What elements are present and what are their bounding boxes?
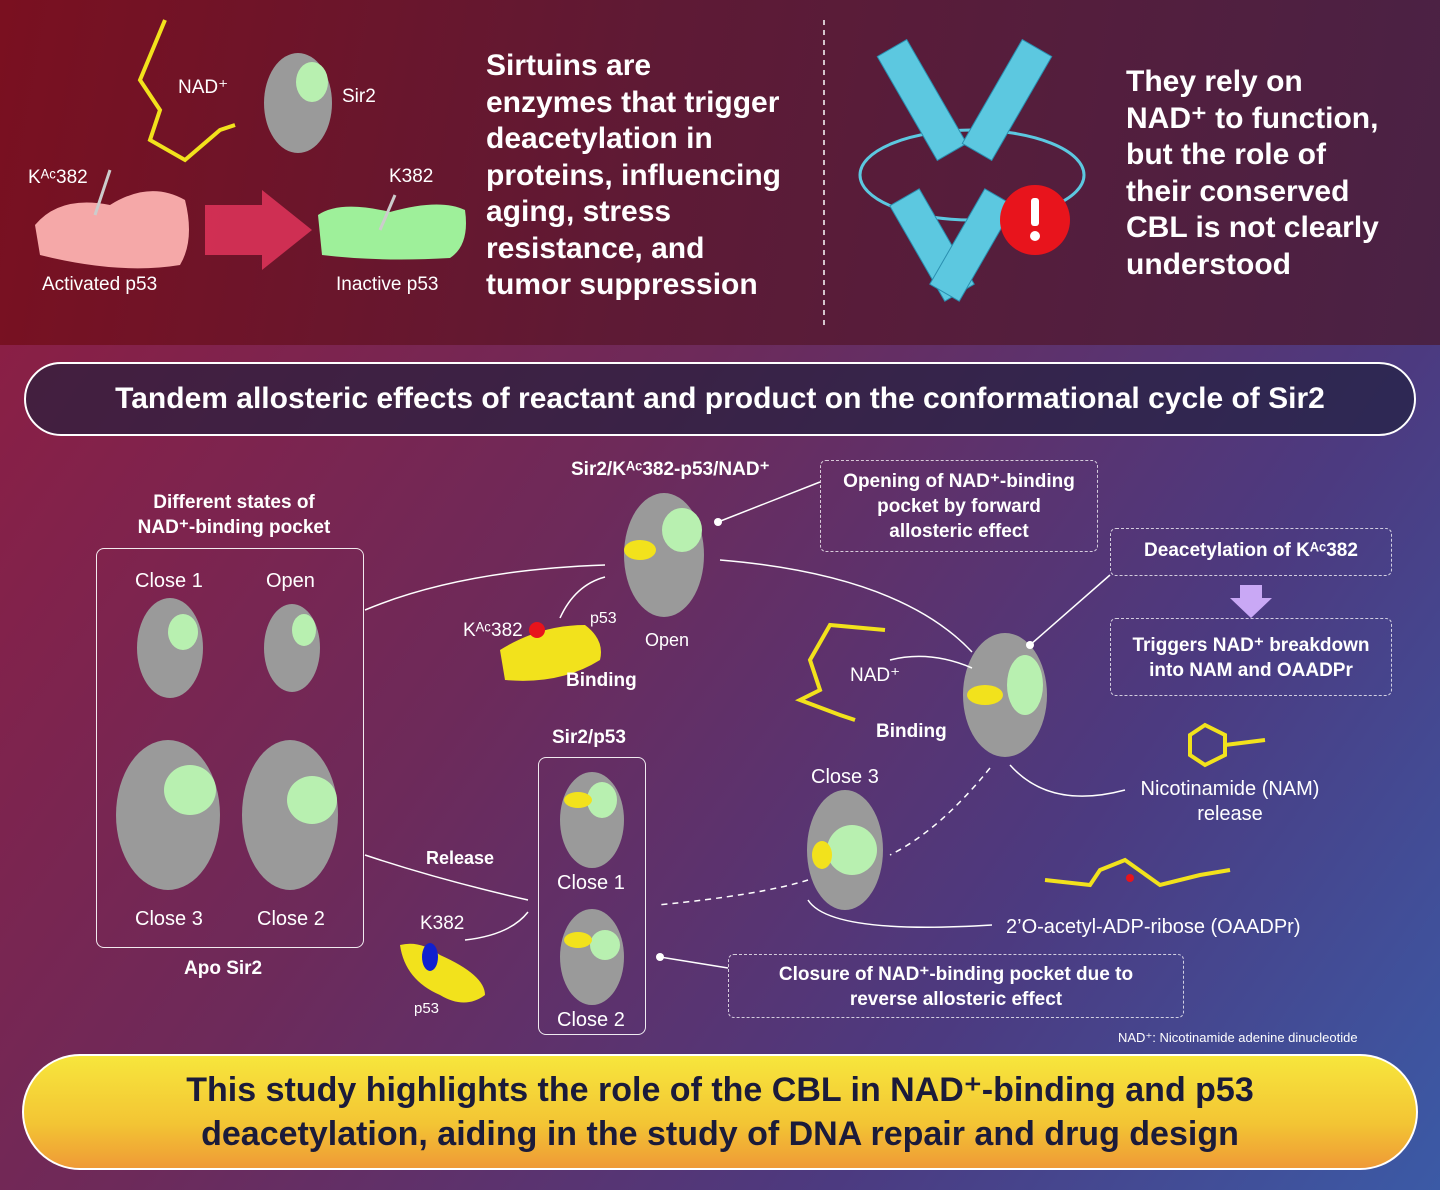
nad-label: NAD⁺ — [178, 77, 229, 98]
close3-protein — [807, 790, 883, 910]
p53-binding-label: Binding — [566, 670, 637, 691]
nam-molecule — [1188, 722, 1266, 768]
sir2-p53-close1-label: Close 1 — [557, 872, 625, 894]
apo-open-label: Open — [266, 570, 315, 592]
kac382-p53-ligand — [500, 622, 601, 681]
nam-release-label: Nicotinamide (NAM) release — [1140, 778, 1320, 825]
oaadpr-molecule — [1044, 857, 1231, 888]
sir2p53-close1-protein — [560, 772, 624, 868]
k382-label: K382 — [389, 166, 434, 187]
complex-title: Sir2/Kᴬᶜ382-p53/NAD⁺ — [571, 459, 770, 480]
complex-p53-label: p53 — [590, 610, 617, 627]
deacetylation-box — [1110, 528, 1392, 576]
closure-note-box — [728, 954, 1184, 1018]
nad-label-mid: NAD⁺ — [850, 665, 901, 686]
apo-caption: Apo Sir2 — [184, 958, 263, 979]
inactive-p53-icon — [318, 194, 466, 260]
closure-note: Closure of NAD⁺-binding pocket due to rev… — [778, 964, 1134, 1010]
apo-heading: Different states of NAD⁺-binding pocket — [137, 492, 331, 538]
opening-note-box — [820, 460, 1098, 552]
sir2-protein-icon — [264, 53, 332, 153]
apo-sir2-box — [96, 548, 364, 948]
inactive-p53-label: Inactive p53 — [336, 274, 439, 295]
flow-arrows — [364, 481, 1126, 969]
nad-dependence-text: They rely on NAD⁺ to function, but the rol… — [1126, 65, 1379, 281]
apo-close1-label: Close 1 — [135, 570, 203, 592]
activated-p53-icon — [35, 169, 189, 269]
apo-close1-protein — [137, 598, 203, 698]
down-arrow-icon — [1230, 585, 1272, 618]
mechanism-panel — [0, 345, 1440, 1190]
apo-close3-label: Close 3 — [135, 908, 203, 930]
deacetylation-label: Deacetylation of Kᴬᶜ382 — [1144, 540, 1358, 561]
apo-close2-protein — [242, 740, 338, 890]
complex-protein — [624, 493, 704, 617]
alert-icon — [1000, 185, 1070, 255]
nad-ligand — [795, 622, 886, 722]
triggers-note: Triggers NAD⁺ breakdown into NAM and OAAD… — [1132, 635, 1370, 681]
activated-p53-label: Activated p53 — [42, 274, 158, 295]
conclusion-banner: This study highlights the role of the CB… — [22, 1054, 1418, 1170]
sir2-p53-close2-label: Close 2 — [557, 1009, 625, 1031]
released-k382-label: K382 — [420, 913, 465, 934]
apo-close3-protein — [116, 740, 220, 890]
oaadpr-label: 2’O-acetyl-ADP-ribose (OAADPr) — [1006, 916, 1301, 938]
released-p53 — [400, 943, 485, 1003]
release-label: Release — [426, 848, 495, 868]
cbl-helix-icon — [858, 38, 1086, 302]
sir2-p53-title: Sir2/p53 — [552, 727, 626, 748]
ternary-protein — [963, 633, 1047, 757]
nad-molecule-icon — [137, 19, 236, 163]
arrow-right-icon — [205, 190, 312, 270]
apo-close2-label: Close 2 — [257, 908, 325, 930]
footnote: NAD⁺: Nicotinamide adenine dinucleotide — [1118, 1030, 1358, 1045]
intro-panel — [0, 0, 1440, 345]
nad-binding-label: Binding — [876, 721, 947, 742]
triggers-box — [1110, 618, 1392, 696]
sir2p53-close2-protein — [560, 909, 624, 1005]
sir2-p53-box — [538, 757, 646, 1035]
complex-open-label: Open — [645, 630, 690, 650]
complex-kac-label: Kᴬᶜ382 — [463, 620, 523, 641]
section-title: Tandem allosteric effects of reactant an… — [24, 362, 1416, 436]
sirtuin-description: Sirtuins are enzymes that trigger deacetyl… — [486, 49, 782, 301]
kac382-label: Kᴬᶜ382 — [28, 167, 88, 188]
apo-open-protein — [264, 604, 320, 692]
close3-label: Close 3 — [811, 766, 879, 788]
sir2-label: Sir2 — [342, 86, 376, 107]
released-p53-label: p53 — [414, 1000, 440, 1017]
opening-note: Opening of NAD⁺-binding pocket by forward… — [843, 471, 1075, 542]
